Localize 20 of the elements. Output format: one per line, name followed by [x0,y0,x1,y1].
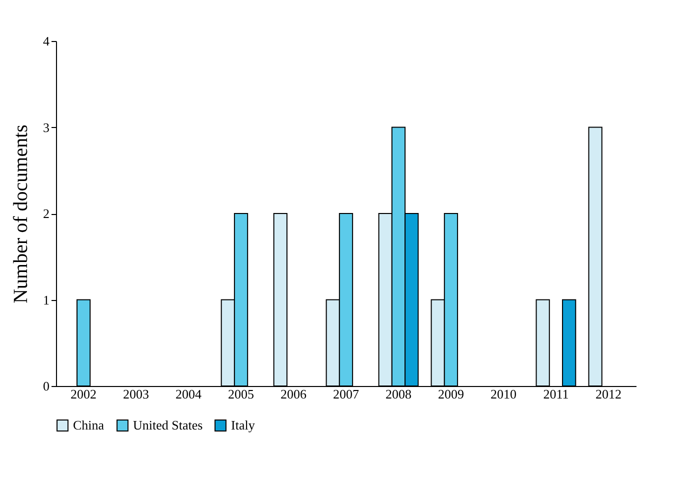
y-tick-label: 0 [43,378,50,394]
y-tick-label: 2 [43,206,50,221]
x-tick-label: 2006 [280,386,308,402]
y-axis-title: Number of documents [10,124,32,304]
x-tick-label: 2012 [595,386,622,402]
legend-label: China [73,418,104,433]
x-tick-label: 2003 [123,386,150,402]
x-tick-label: 2005 [228,386,254,402]
x-tick-label: 2008 [385,386,412,402]
x-tick-label: 2004 [176,386,202,402]
x-tick-label: 2010 [490,386,516,402]
legend-label: United States [133,418,203,433]
x-tick-label: 2009 [438,386,464,402]
y-tick-label: 4 [43,34,50,48]
y-tick-label: 3 [43,120,50,135]
x-tick-label: 2007 [333,386,360,402]
y-tick-label: 1 [43,292,50,308]
x-tick-label: 2011 [543,386,569,402]
legend-label: Italy [231,418,256,433]
x-tick-label: 2002 [70,386,97,402]
